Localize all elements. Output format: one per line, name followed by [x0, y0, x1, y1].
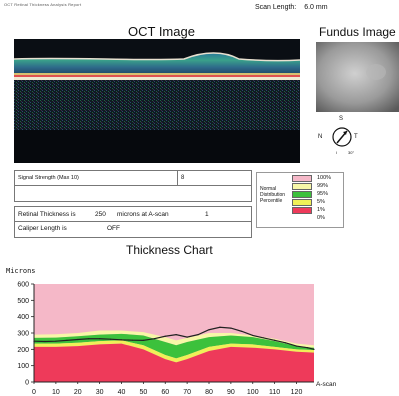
compass-n-label: N: [318, 134, 323, 140]
thickness-point-20: [252, 334, 254, 337]
thickness-point-25: [306, 347, 309, 349]
x-axis-label: A-scan: [316, 381, 337, 388]
band-95pct: [34, 333, 314, 359]
legend-swatch-100: [292, 175, 312, 182]
percentile-legend: Normal Distribution Percentile 100% 99% …: [256, 172, 344, 228]
legend-swatch-1: [292, 207, 312, 214]
legend-label-1: 1%: [317, 207, 325, 213]
legend-label-5: 5%: [317, 199, 325, 205]
scan-length-value: 6.0 mm: [304, 4, 328, 11]
band-1pct: [34, 343, 314, 382]
ascan-value: 1: [205, 211, 209, 218]
legend-label-95: 95%: [317, 191, 329, 197]
x-tick-label-120: 120: [291, 389, 303, 396]
thickness-point-1: [44, 340, 46, 343]
oct-scan-image: [14, 39, 300, 163]
y-tick-label-100: 100: [17, 363, 29, 370]
fundus-image-title: Fundus Image: [319, 25, 396, 39]
thickness-point-9: [131, 339, 134, 341]
legend-swatch-95: [292, 191, 312, 198]
scan-length-label: Scan Length:: [255, 4, 297, 11]
y-tick-label-600: 600: [17, 282, 29, 289]
x-tick-label-110: 110: [269, 389, 280, 396]
thickness-point-7: [109, 338, 112, 340]
legend-swatch-99: [292, 183, 312, 190]
x-tick-label-20: 20: [74, 389, 82, 396]
thickness-point-6: [99, 338, 101, 340]
thickness-point-8: [120, 339, 123, 341]
y-tick-label-500: 500: [17, 298, 29, 305]
y-tick-label-0: 0: [25, 380, 29, 387]
chart-title: Thickness Chart: [126, 243, 213, 257]
scan-length: Scan Length: 6.0 mm: [255, 4, 328, 11]
compass-angle-label: 30°: [348, 150, 355, 155]
x-tick-label-10: 10: [52, 389, 60, 396]
band-99pct: [34, 330, 314, 348]
thickness-point-5: [88, 338, 90, 340]
x-tick-label-50: 50: [139, 389, 147, 396]
legend-label-99: 99%: [317, 183, 329, 189]
thickness-point-3: [66, 339, 68, 341]
legend-label-0: 0%: [317, 215, 325, 221]
thickness-point-14: [186, 336, 188, 338]
x-tick-label-30: 30: [96, 389, 104, 396]
thickness-point-13: [175, 334, 177, 336]
y-tick-label-300: 300: [17, 331, 29, 338]
thickness-point-24: [295, 345, 298, 347]
thickness-point-11: [153, 338, 155, 340]
thickness-point-12: [164, 335, 166, 337]
signal-strength-box: Signal Strength (Max 10) 8: [14, 170, 252, 202]
caliper-length-value: OFF: [107, 225, 120, 232]
legend-title-line-1: Normal: [260, 186, 277, 192]
thickness-point-21: [263, 337, 265, 339]
compass-drawing: [332, 127, 352, 147]
thickness-point-22: [274, 339, 276, 341]
oct-image-title: OCT Image: [128, 24, 195, 39]
compass-s-label: S: [339, 116, 344, 122]
x-tick-label-70: 70: [183, 389, 191, 396]
oct-scan-drawing: [14, 39, 300, 163]
retinal-thickness-label: Retinal Thickness is: [18, 211, 76, 218]
thickness-point-10: [142, 339, 144, 341]
thickness-point-0: [33, 340, 35, 342]
legend-title-line-2: Distribution: [260, 192, 286, 198]
legend-label-100: 100%: [317, 175, 332, 181]
legend-title: Normal Distribution Percentile: [260, 186, 285, 204]
thickness-point-16: [208, 329, 210, 331]
retinal-thickness-box: Retinal Thickness is 250 microns at A-sc…: [14, 206, 252, 238]
retinal-thickness-units: microns at A-scan: [117, 211, 169, 218]
x-tick-label-0: 0: [32, 389, 36, 396]
legend-swatch-5: [292, 199, 312, 206]
caliper-length-label: Caliper Length is: [18, 225, 67, 232]
fundus-image: [316, 42, 399, 112]
thickness-point-19: [241, 330, 243, 332]
x-tick-label-80: 80: [205, 389, 213, 396]
orientation-compass: S N T I 30°: [318, 116, 366, 162]
thickness-point-17: [219, 326, 221, 328]
x-tick-label-100: 100: [247, 389, 259, 396]
compass-i-label: I: [336, 150, 338, 155]
y-tick-label-200: 200: [17, 347, 29, 354]
report-header-text: OCT Retinal Thickness Analysis Report: [4, 2, 82, 7]
retinal-thickness-value: 250: [95, 211, 106, 218]
x-tick-label-40: 40: [118, 389, 126, 396]
y-axis-label: Microns: [6, 267, 36, 275]
thickness-point-18: [230, 327, 232, 329]
thickness-chart: 0 100 200 300 400 500 600 0 10 20 30 40 50 60 70 80 90 10…: [17, 282, 337, 396]
x-tick-label-60: 60: [161, 389, 169, 396]
thickness-point-15: [197, 334, 199, 336]
y-tick-label-400: 400: [17, 314, 29, 321]
legend-title-line-3: Percentile: [260, 198, 283, 204]
signal-strength-value: 8: [181, 175, 185, 181]
fundus-drawing: [316, 42, 399, 112]
x-tick-label-90: 90: [227, 389, 235, 396]
compass-t-label: T: [354, 134, 358, 140]
thickness-point-23: [284, 342, 287, 344]
signal-strength-label: Signal Strength (Max 10): [18, 175, 79, 181]
thickness-point-4: [77, 338, 79, 341]
thickness-point-2: [55, 340, 57, 342]
band-5pct: [34, 340, 314, 363]
thickness-point-26: [313, 348, 315, 350]
